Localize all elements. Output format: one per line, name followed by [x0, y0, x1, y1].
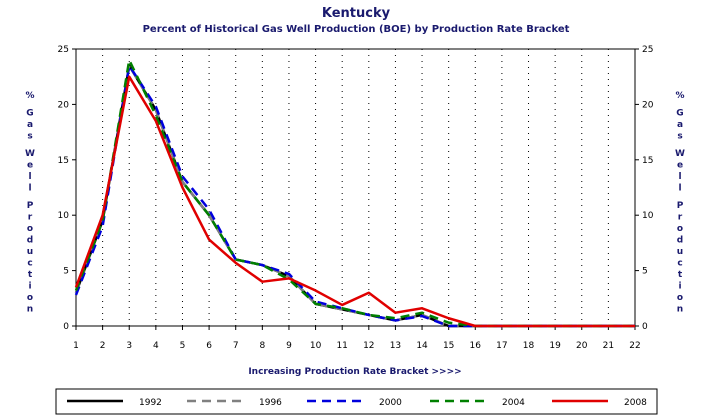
- x-tick-label: 3: [126, 341, 132, 351]
- legend: 1992 1996 2000 2004 2008: [67, 398, 647, 408]
- x-tick-label: 5: [180, 341, 186, 351]
- x-tick-label: 21: [603, 341, 614, 351]
- series-lines: [74, 58, 635, 328]
- x-tick-label: 19: [549, 341, 561, 351]
- chart-title: Kentucky: [322, 6, 391, 21]
- legend-label-1996: 1996: [259, 398, 282, 408]
- y-tick-label-right: 0: [642, 322, 648, 332]
- legend-label-1992: 1992: [139, 398, 162, 408]
- series-line-2004: [74, 58, 635, 328]
- y-tick-label: 10: [58, 211, 70, 221]
- y-tick-label: 25: [58, 45, 69, 55]
- series-line-1992: [74, 64, 635, 328]
- x-tick-label: 14: [416, 341, 428, 351]
- x-axis: 1 2 3 4 5 6 7 8 9 10 11 12 13 14 15 16 17 18 19 20 21 22: [73, 326, 641, 351]
- x-tick-label: 12: [363, 341, 374, 351]
- y-tick-label: 20: [58, 100, 70, 110]
- x-tick-label: 9: [286, 341, 292, 351]
- series-line-1996: [74, 64, 635, 328]
- x-tick-label: 16: [470, 341, 482, 351]
- grid: [102, 49, 609, 326]
- x-tick-label: 20: [576, 341, 588, 351]
- x-tick-label: 7: [233, 341, 239, 351]
- x-tick-label: 2: [100, 341, 106, 351]
- y-tick-label-right: 20: [642, 100, 654, 110]
- x-tick-label: 1: [73, 341, 79, 351]
- x-tick-label: 6: [206, 341, 212, 351]
- legend-label-2004: 2004: [502, 398, 525, 408]
- x-tick-label: 4: [153, 341, 159, 351]
- y-axis-left: 0 5 10 15 20 25: [58, 45, 76, 332]
- legend-box: [55, 388, 658, 415]
- y-tick-label-right: 25: [642, 45, 653, 55]
- x-axis-label: Increasing Production Rate Bracket >>>>: [248, 367, 461, 377]
- y-tick-label-right: 15: [642, 156, 653, 166]
- x-tick-label: 10: [310, 341, 322, 351]
- chart-subtitle: Percent of Historical Gas Well Productio…: [143, 24, 570, 35]
- plot-frame: [75, 48, 636, 327]
- x-tick-label: 22: [629, 341, 640, 351]
- x-tick-label: 13: [390, 341, 401, 351]
- x-tick-label: 18: [523, 341, 535, 351]
- legend-label-2008: 2008: [624, 398, 647, 408]
- legend-label-2000: 2000: [379, 398, 402, 408]
- series-line-2000: [74, 64, 635, 328]
- y-tick-label-right: 10: [642, 211, 654, 221]
- y-tick-label: 0: [63, 322, 69, 332]
- y-tick-label: 5: [63, 267, 69, 277]
- y-tick-label-right: 5: [642, 267, 648, 277]
- x-tick-label: 15: [443, 341, 454, 351]
- y-axis-right: 0 5 10 15 20 25: [635, 45, 654, 332]
- y-tick-label: 15: [58, 156, 69, 166]
- x-tick-label: 17: [496, 341, 507, 351]
- x-tick-label: 8: [259, 341, 265, 351]
- x-tick-label: 11: [336, 341, 347, 351]
- series-line-2008: [74, 75, 635, 328]
